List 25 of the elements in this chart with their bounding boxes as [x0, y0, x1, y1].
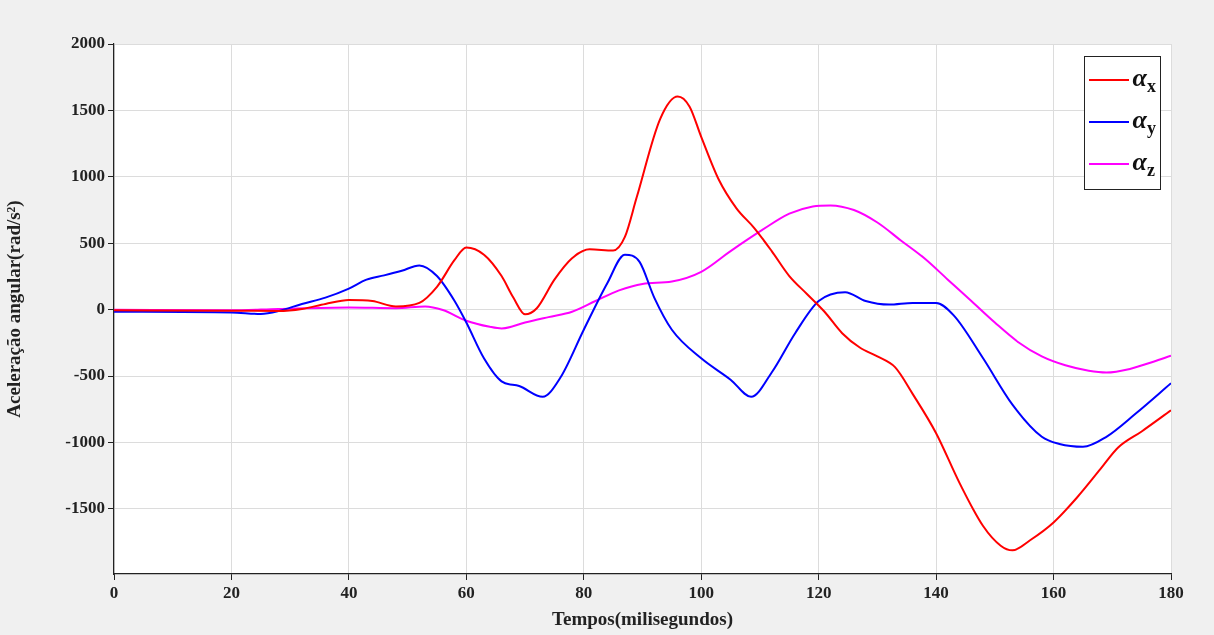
legend-label: α$_{z}$	[1132, 146, 1155, 182]
x-tick-label: 160	[1040, 582, 1067, 602]
x-tick-label: 180	[1158, 582, 1184, 602]
x-tick-label: 140	[923, 582, 949, 602]
x-tick-label: 0	[109, 582, 119, 602]
y-tick-label: 1500	[71, 99, 105, 119]
line-series	[114, 253, 1171, 448]
x-tick-label: 120	[805, 582, 832, 602]
x-tick-label: 80	[575, 582, 593, 602]
legend-label: α$_{y}$	[1132, 104, 1156, 140]
x-tick-label: 20	[222, 582, 240, 602]
x-tick-label: 40	[340, 582, 358, 602]
y-tick-label: 500	[79, 232, 105, 252]
x-tick-label: 100	[688, 582, 714, 602]
legend-label: α$_{x}$	[1132, 62, 1156, 98]
y-axis-title: Aceleração angular(rad/s²)	[3, 200, 26, 418]
line-series	[114, 95, 1171, 552]
x-axis-title: Tempos(milisegundos)	[552, 607, 733, 630]
y-tick-label: 0	[96, 299, 105, 319]
y-tick-label: -500	[73, 365, 105, 385]
y-tick-label: -1000	[65, 431, 105, 451]
y-tick-label: -1500	[65, 498, 105, 518]
y-tick-label: 1000	[71, 166, 105, 186]
x-tick-label: 60	[457, 582, 475, 602]
y-tick-label: 2000	[71, 33, 105, 53]
